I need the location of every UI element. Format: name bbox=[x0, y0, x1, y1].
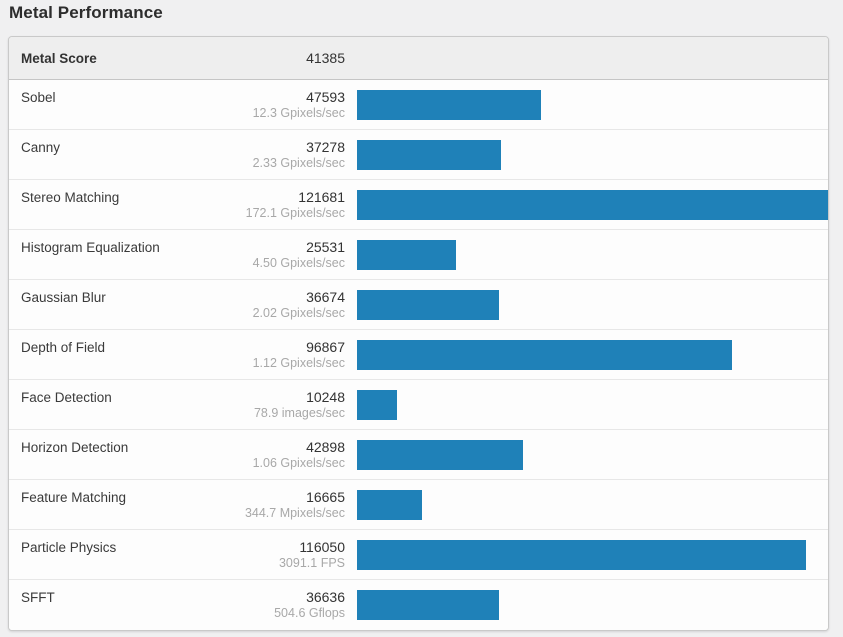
benchmark-score-block: 47593 12.3 Gpixels/sec bbox=[205, 89, 345, 121]
benchmark-rate: 1.06 Gpixels/sec bbox=[252, 455, 345, 470]
table-row: Particle Physics 116050 3091.1 FPS bbox=[9, 530, 828, 580]
benchmark-score-block: 121681 172.1 Gpixels/sec bbox=[205, 189, 345, 221]
score-bar bbox=[357, 339, 732, 370]
benchmark-score-block: 25531 4.50 Gpixels/sec bbox=[205, 239, 345, 271]
benchmark-label: Canny bbox=[21, 140, 61, 155]
score-bar-track bbox=[357, 590, 828, 620]
score-bar-track bbox=[357, 439, 828, 470]
benchmark-score: 36636 bbox=[306, 589, 345, 605]
table-row: Sobel 47593 12.3 Gpixels/sec bbox=[9, 80, 828, 130]
benchmark-score: 10248 bbox=[306, 388, 345, 405]
table-row: Stereo Matching 121681 172.1 Gpixels/sec bbox=[9, 180, 828, 230]
score-bar bbox=[357, 289, 499, 320]
score-bar-track bbox=[357, 289, 828, 320]
table-row: Canny 37278 2.33 Gpixels/sec bbox=[9, 130, 828, 180]
score-bar-track bbox=[357, 139, 828, 170]
score-bar bbox=[357, 189, 828, 220]
metal-score-header-row: Metal Score 41385 bbox=[9, 37, 828, 80]
table-row: SFFT 36636 504.6 Gflops bbox=[9, 580, 828, 630]
benchmark-label: Stereo Matching bbox=[21, 190, 120, 205]
table-row: Histogram Equalization 25531 4.50 Gpixel… bbox=[9, 230, 828, 280]
benchmark-rate: 4.50 Gpixels/sec bbox=[252, 255, 345, 270]
benchmark-rate: 172.1 Gpixels/sec bbox=[245, 205, 345, 220]
score-bar-track bbox=[357, 489, 828, 520]
benchmark-score-block: 96867 1.12 Gpixels/sec bbox=[205, 339, 345, 371]
benchmark-score: 96867 bbox=[306, 338, 345, 355]
benchmark-score: 16665 bbox=[306, 488, 345, 505]
benchmark-rate: 78.9 images/sec bbox=[253, 405, 345, 420]
benchmark-results-card: Metal Score 41385 Sobel 47593 12.3 Gpixe… bbox=[8, 36, 829, 631]
score-bar-track bbox=[357, 89, 828, 120]
benchmark-rate: 1.12 Gpixels/sec bbox=[252, 355, 345, 370]
benchmark-score-block: 116050 3091.1 FPS bbox=[205, 539, 345, 571]
benchmark-label: Histogram Equalization bbox=[21, 240, 160, 255]
table-row: Horizon Detection 42898 1.06 Gpixels/sec bbox=[9, 430, 828, 480]
table-row: Face Detection 10248 78.9 images/sec bbox=[9, 380, 828, 430]
table-row: Depth of Field 96867 1.12 Gpixels/sec bbox=[9, 330, 828, 380]
benchmark-rate: 344.7 Mpixels/sec bbox=[244, 505, 345, 520]
score-bar bbox=[357, 389, 397, 420]
score-bar bbox=[357, 590, 499, 620]
benchmark-score-block: 36674 2.02 Gpixels/sec bbox=[205, 289, 345, 321]
benchmark-rate: 2.33 Gpixels/sec bbox=[252, 155, 345, 170]
benchmark-label: SFFT bbox=[21, 590, 55, 605]
benchmark-score-block: 16665 344.7 Mpixels/sec bbox=[205, 489, 345, 521]
table-row: Feature Matching 16665 344.7 Mpixels/sec bbox=[9, 480, 828, 530]
score-bar bbox=[357, 139, 502, 170]
benchmark-score: 116050 bbox=[299, 538, 345, 555]
benchmark-label: Gaussian Blur bbox=[21, 290, 106, 305]
benchmark-label: Particle Physics bbox=[21, 540, 117, 555]
score-bar bbox=[357, 539, 807, 570]
benchmark-score: 47593 bbox=[306, 88, 345, 105]
benchmark-label: Sobel bbox=[21, 90, 56, 105]
benchmark-rate: 504.6 Gflops bbox=[274, 606, 345, 620]
benchmark-score-block: 10248 78.9 images/sec bbox=[205, 389, 345, 421]
metal-score-label: Metal Score bbox=[21, 50, 97, 66]
benchmark-label: Depth of Field bbox=[21, 340, 106, 355]
benchmark-score-block: 36636 504.6 Gflops bbox=[205, 589, 345, 621]
benchmark-score-block: 37278 2.33 Gpixels/sec bbox=[205, 139, 345, 171]
score-bar bbox=[357, 489, 422, 520]
score-bar-track bbox=[357, 339, 828, 370]
benchmark-score: 42898 bbox=[306, 438, 345, 455]
score-bar bbox=[357, 439, 524, 470]
score-bar-track bbox=[357, 239, 828, 270]
score-bar-track bbox=[357, 539, 828, 570]
page-title: Metal Performance bbox=[9, 3, 163, 22]
benchmark-score: 25531 bbox=[306, 238, 345, 255]
score-bar-track bbox=[357, 189, 828, 220]
metal-score-value: 41385 bbox=[306, 50, 345, 66]
benchmark-label: Horizon Detection bbox=[21, 440, 129, 455]
benchmark-rate: 2.02 Gpixels/sec bbox=[252, 305, 345, 320]
benchmark-rate: 3091.1 FPS bbox=[278, 555, 345, 570]
table-row: Gaussian Blur 36674 2.02 Gpixels/sec bbox=[9, 280, 828, 330]
benchmark-label: Face Detection bbox=[21, 390, 112, 405]
benchmark-label: Feature Matching bbox=[21, 490, 127, 505]
score-bar-track bbox=[357, 389, 828, 420]
benchmark-score: 37278 bbox=[306, 138, 345, 155]
benchmark-score: 121681 bbox=[298, 188, 345, 205]
benchmark-rows: Sobel 47593 12.3 Gpixels/sec Canny 37278… bbox=[9, 80, 828, 630]
benchmark-rate: 12.3 Gpixels/sec bbox=[252, 105, 345, 120]
benchmark-score-block: 42898 1.06 Gpixels/sec bbox=[205, 439, 345, 471]
benchmark-score: 36674 bbox=[306, 288, 345, 305]
score-bar bbox=[357, 89, 542, 120]
score-bar bbox=[357, 239, 456, 270]
